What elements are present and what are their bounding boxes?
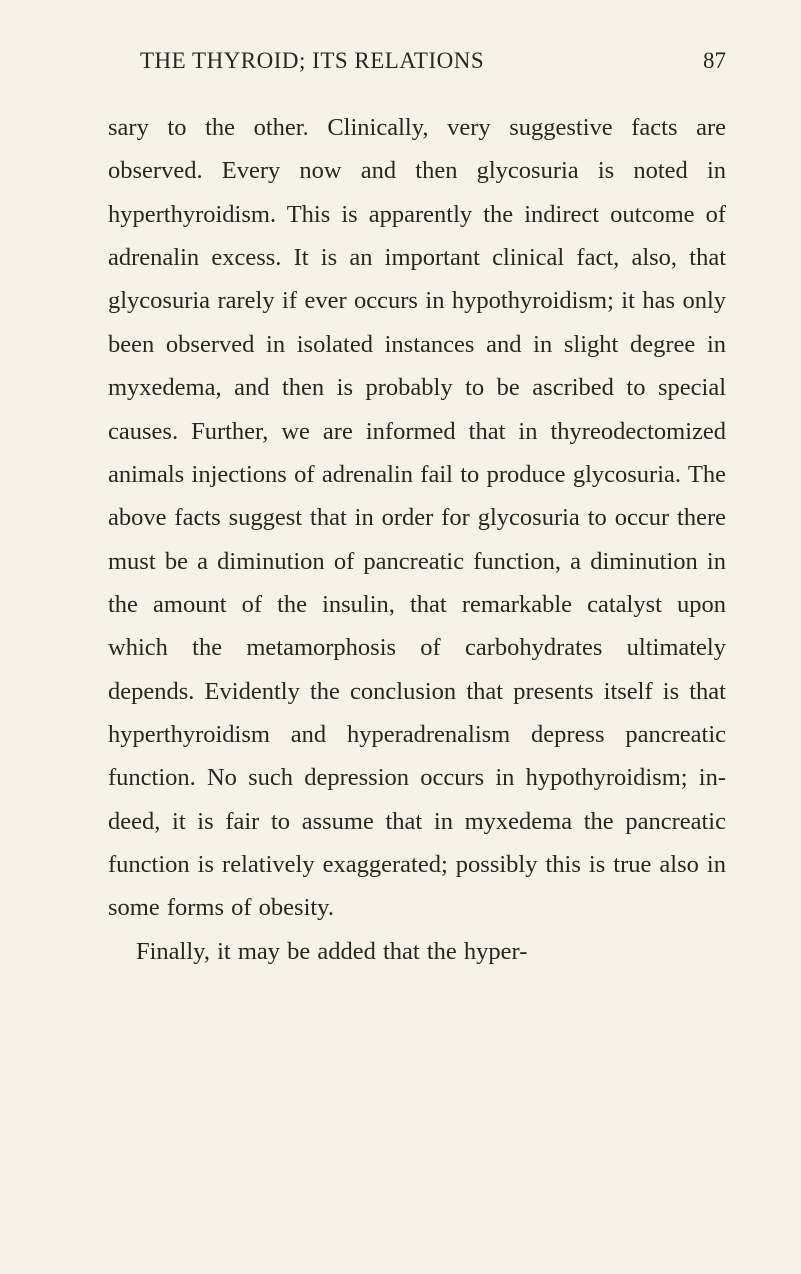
running-title: THE THYROID; ITS RELATIONS xyxy=(140,48,484,74)
page-header: THE THYROID; ITS RELATIONS 87 xyxy=(108,48,726,74)
document-page: THE THYROID; ITS RELATIONS 87 sary to th… xyxy=(0,0,801,1033)
paragraph-2: Finally, it may be added that the hyper- xyxy=(108,930,726,973)
body-text: sary to the other. Clinically, very sugg… xyxy=(108,106,726,973)
paragraph-1: sary to the other. Clinically, very sugg… xyxy=(108,106,726,930)
page-number: 87 xyxy=(703,48,726,74)
